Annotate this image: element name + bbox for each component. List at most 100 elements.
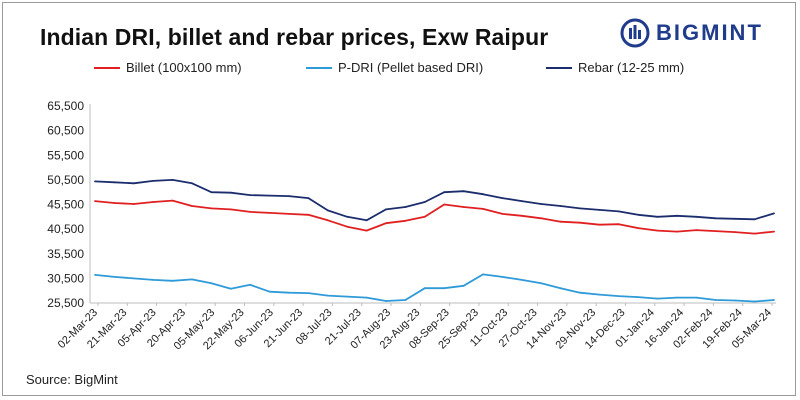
pdri-series-point: [443, 287, 446, 290]
y-tick-label: 35,500: [47, 247, 84, 261]
rebar-series-point: [132, 182, 135, 185]
billet-series-point: [695, 229, 698, 232]
rebar-series-point: [753, 218, 756, 221]
y-tick-label: 55,500: [47, 148, 84, 162]
y-tick-label: 45,500: [47, 198, 84, 212]
pdri-series-point: [734, 299, 737, 302]
pdri-series-point: [520, 279, 523, 281]
rebar-series-point: [482, 193, 484, 196]
billet-series-point: [94, 200, 96, 203]
rebar-series-point: [462, 190, 465, 193]
legend-label-pdri: P-DRI (Pellet based DRI): [338, 60, 484, 75]
pdri-series-point: [385, 300, 387, 302]
rebar-series-point: [520, 200, 523, 203]
pdri-series-point: [307, 292, 310, 294]
rebar-series-point: [404, 206, 407, 208]
billet-series-point: [501, 213, 504, 215]
pdri-series-point: [423, 287, 426, 290]
y-tick-label: 50,500: [47, 173, 84, 187]
billet-series-point: [443, 203, 446, 206]
pdri-series-point: [540, 282, 543, 285]
pdri-series-point: [501, 276, 504, 278]
pdri-series-point: [656, 297, 659, 300]
rebar-series-point: [637, 213, 640, 216]
pdri-series-point: [113, 276, 116, 278]
bigmint-logo-icon: [620, 18, 650, 48]
billet-series-point: [385, 222, 387, 225]
rebar-series-point: [268, 194, 271, 197]
pdri-series-point: [365, 296, 368, 299]
billet-series-point: [540, 217, 543, 220]
rebar-series-point: [210, 191, 213, 194]
billet-series-point: [773, 230, 775, 233]
y-tick-label: 25,500: [47, 296, 84, 310]
y-tick-label: 60,500: [47, 124, 84, 138]
billet-series-point: [753, 232, 756, 235]
pdri-series-point: [132, 277, 135, 280]
rebar-series-point: [714, 217, 717, 220]
billet-series-point: [714, 230, 717, 233]
rebar-series-point: [249, 194, 252, 197]
billet-series-point: [598, 223, 601, 226]
billet-series-point: [365, 229, 368, 232]
legend-item-billet: Billet (100x100 mm): [94, 60, 242, 75]
legend-swatch-pdri: [306, 66, 332, 69]
billet-series-point: [210, 207, 213, 210]
legend-label-rebar: Rebar (12-25 mm): [578, 60, 685, 75]
billet-series-point: [462, 206, 465, 208]
legend-item-pdri: P-DRI (Pellet based DRI): [306, 60, 483, 75]
legend-swatch-billet: [94, 66, 120, 69]
pdri-series-point: [229, 287, 232, 290]
legend-label-billet: Billet (100x100 mm): [126, 60, 242, 75]
billet-series-point: [734, 231, 737, 234]
pdri-series-point: [676, 296, 678, 299]
rebar-series-line: [94, 178, 775, 222]
rebar-series-point: [773, 212, 775, 215]
rebar-series-point: [152, 180, 155, 182]
rebar-series-point: [171, 179, 174, 181]
rebar-series-point: [501, 197, 504, 200]
rebar-series-point: [695, 215, 698, 218]
pdri-series-point: [404, 299, 407, 301]
y-tick-label: 30,500: [47, 271, 84, 285]
rebar-series-point: [113, 181, 116, 184]
legend-swatch-rebar: [546, 66, 572, 69]
billet-series-point: [559, 220, 562, 223]
rebar-series-point: [676, 214, 678, 217]
brand-logo: BIGMINT: [620, 18, 763, 48]
billet-series-point: [676, 230, 678, 233]
y-tick-label: 65,500: [47, 99, 84, 113]
chart-frame: [2, 2, 796, 396]
billet-series-point: [191, 205, 193, 207]
pdri-series-point: [598, 293, 601, 296]
billet-series-point: [307, 213, 310, 216]
pdri-series-line: [94, 273, 775, 303]
billet-series-point: [288, 213, 290, 215]
rebar-series-point: [540, 203, 543, 205]
pdri-series-point: [171, 279, 174, 282]
pdri-series-point: [249, 283, 252, 286]
pdri-series-point: [773, 299, 775, 301]
pdri-series-point: [94, 274, 96, 276]
chart-title: Indian DRI, billet and rebar prices, Exw…: [40, 24, 549, 50]
legend-item-rebar: Rebar (12-25 mm): [546, 60, 684, 75]
rebar-series-point: [617, 210, 620, 213]
pdri-series-point: [714, 299, 717, 301]
rebar-series-point: [385, 208, 387, 211]
billet-series-point: [482, 208, 484, 210]
pdri-series-point: [579, 291, 581, 294]
billet-series-line: [94, 199, 775, 235]
pdri-series-point: [617, 295, 620, 297]
billet-series-point: [113, 202, 116, 204]
pdri-series-point: [288, 291, 290, 294]
billet-series-point: [617, 223, 620, 226]
rebar-series-point: [94, 180, 96, 183]
billet-series-point: [656, 229, 659, 232]
pdri-series-point: [753, 300, 756, 303]
y-tick-label: 40,500: [47, 222, 84, 236]
rebar-series-point: [579, 207, 581, 210]
rebar-series-point: [365, 219, 368, 222]
pdri-series-point: [695, 296, 698, 299]
billet-series-point: [326, 219, 329, 222]
rebar-series-point: [656, 215, 659, 218]
